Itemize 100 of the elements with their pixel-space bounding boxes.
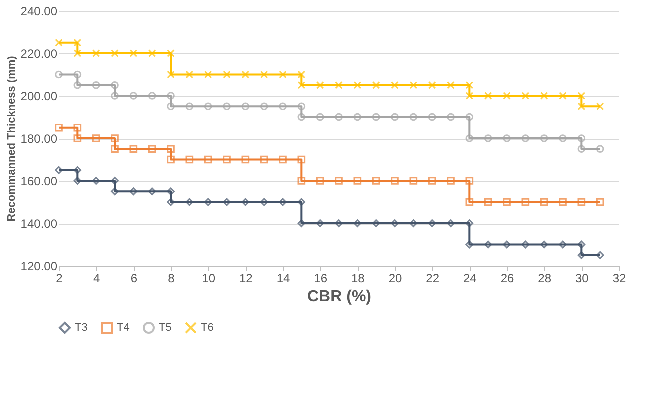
point	[354, 177, 362, 185]
point	[74, 70, 82, 79]
point	[74, 177, 82, 185]
point	[410, 113, 418, 122]
point	[298, 113, 306, 122]
point	[204, 156, 212, 164]
y-tick-label: 220.00	[20, 47, 58, 61]
point	[186, 70, 194, 79]
point	[260, 70, 268, 79]
x-tick-label: 30	[575, 272, 590, 286]
point	[204, 102, 212, 111]
x-tick-label: 26	[500, 272, 514, 286]
point	[466, 113, 474, 122]
point	[447, 177, 455, 185]
point	[316, 220, 324, 228]
y-tick-label: 200.00	[20, 90, 58, 104]
point	[130, 188, 138, 196]
point	[484, 198, 492, 206]
point	[74, 134, 82, 142]
point	[559, 92, 567, 100]
y-tick-label: 140.00	[20, 217, 58, 231]
point	[578, 134, 586, 142]
point	[428, 177, 436, 185]
point	[148, 145, 156, 154]
point	[223, 156, 231, 164]
y-tick-label: 160.00	[20, 174, 58, 188]
x-tick-label: 18	[351, 272, 366, 286]
point	[242, 198, 250, 206]
point	[596, 251, 604, 260]
point	[410, 81, 418, 90]
x-tick-label: 6	[130, 272, 138, 286]
point	[484, 134, 492, 142]
point	[167, 145, 175, 154]
point	[335, 113, 343, 122]
point	[111, 50, 119, 58]
x-tick-label: 8	[168, 272, 176, 286]
point	[578, 145, 586, 154]
x-tick-label: 16	[314, 272, 328, 286]
point	[559, 198, 567, 206]
x-tick-label: 2	[56, 272, 64, 286]
point	[596, 102, 604, 111]
point	[279, 156, 287, 164]
point	[354, 220, 362, 228]
legend-label: T5	[159, 322, 172, 334]
point	[74, 166, 82, 174]
point	[428, 81, 436, 90]
point	[92, 50, 100, 58]
x-tick-label: 14	[276, 272, 290, 286]
point	[503, 134, 511, 142]
point	[167, 102, 175, 111]
point	[130, 145, 138, 154]
x-tick-label: 24	[463, 272, 478, 286]
point	[167, 70, 175, 79]
point	[578, 198, 586, 206]
point	[260, 102, 268, 111]
point	[298, 81, 306, 90]
point	[316, 81, 324, 90]
point	[242, 156, 250, 164]
point	[167, 198, 175, 206]
point	[410, 177, 418, 185]
point	[484, 240, 492, 249]
point	[298, 156, 306, 164]
point	[74, 81, 82, 90]
legend-label: T4	[117, 322, 130, 334]
point	[335, 177, 343, 185]
point	[74, 38, 82, 47]
point	[130, 92, 138, 100]
point	[167, 50, 175, 58]
point	[148, 92, 156, 100]
point	[92, 177, 100, 185]
point	[540, 240, 548, 249]
point	[447, 81, 455, 90]
point	[204, 70, 212, 79]
point	[578, 92, 586, 100]
point	[148, 50, 156, 58]
point	[279, 70, 287, 79]
point	[111, 177, 119, 185]
point	[466, 134, 474, 142]
point	[428, 113, 436, 122]
point	[223, 198, 231, 206]
point	[223, 70, 231, 79]
point	[74, 124, 82, 132]
point	[372, 220, 380, 228]
point	[167, 92, 175, 100]
y-axis-title: Recommanned Thickness (mm)	[6, 56, 18, 222]
point	[540, 198, 548, 206]
point	[428, 220, 436, 228]
point	[391, 220, 399, 228]
point	[298, 198, 306, 206]
x-tick-label: 4	[93, 272, 100, 286]
point	[466, 92, 474, 100]
point	[111, 81, 119, 90]
point	[260, 156, 268, 164]
point	[391, 177, 399, 185]
point	[55, 124, 63, 132]
point	[298, 177, 306, 185]
point	[559, 240, 567, 249]
point	[148, 188, 156, 196]
point	[223, 102, 231, 111]
point	[540, 92, 548, 100]
